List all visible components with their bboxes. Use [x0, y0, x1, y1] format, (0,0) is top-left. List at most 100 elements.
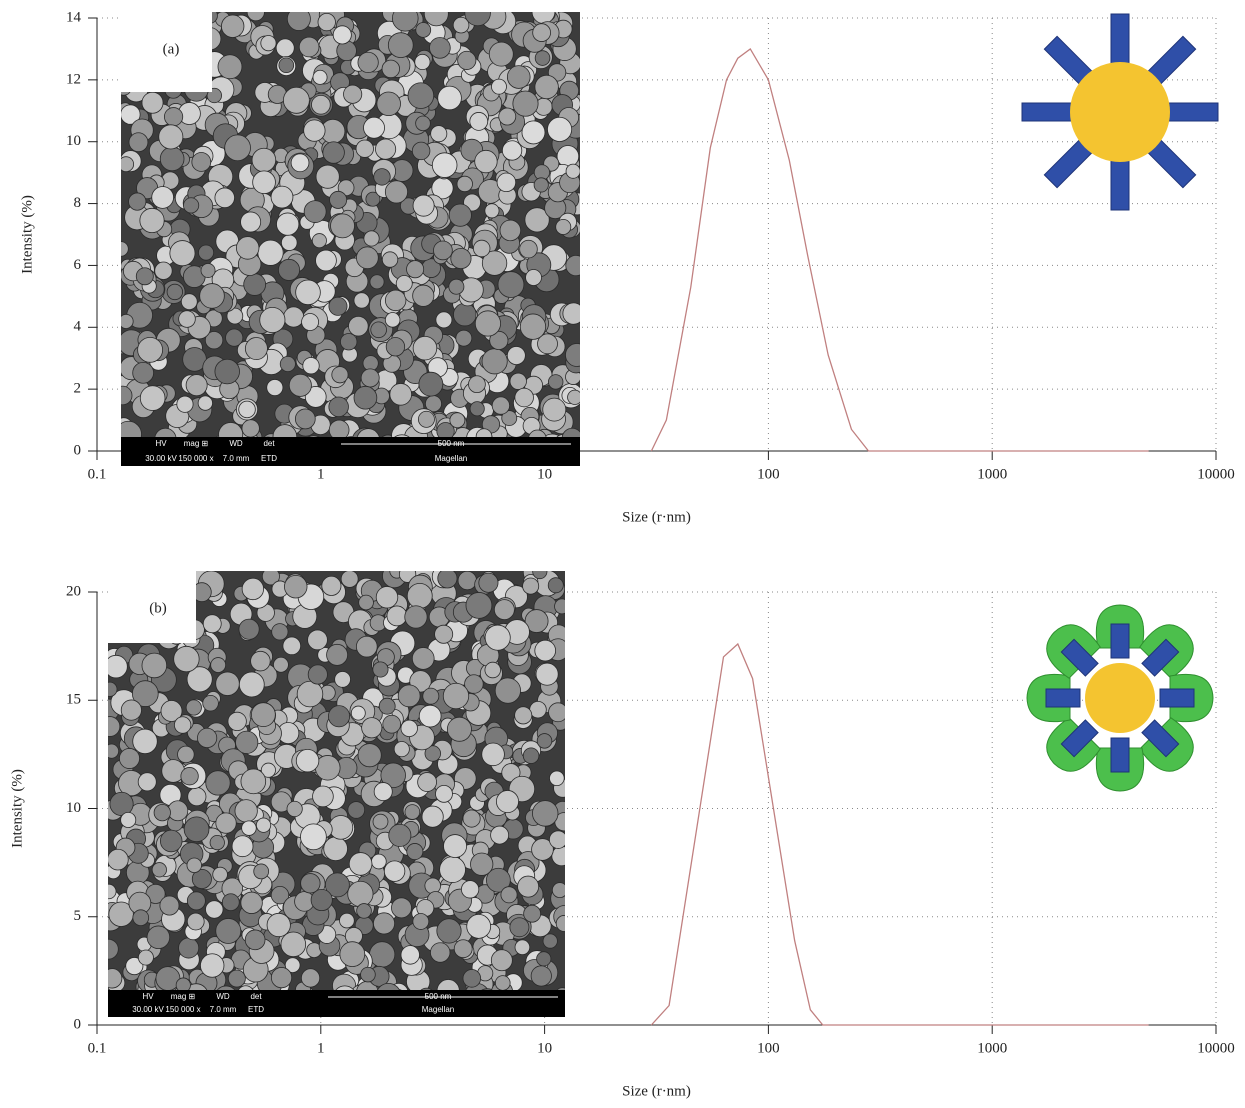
sem-grain [383, 715, 401, 733]
sem-grain [463, 810, 480, 827]
sem-grain [140, 386, 165, 411]
sem-grain [197, 728, 216, 747]
sem-grain [329, 397, 349, 417]
x-axis-label: Size (r·nm) [622, 1083, 691, 1099]
sem-grain [177, 396, 193, 412]
sem-grain [444, 835, 467, 858]
sem-grain [279, 58, 294, 73]
sem-grain [520, 314, 545, 339]
sem-grain [236, 731, 258, 753]
sem-grain [373, 814, 388, 829]
sem-grain [129, 193, 146, 210]
sem-grain [225, 135, 251, 161]
y-tick-label: 6 [74, 257, 82, 273]
sem-grain [216, 672, 240, 696]
sem-grain [535, 75, 558, 98]
sem-grain [283, 87, 309, 113]
sem-grain [425, 878, 441, 894]
sem-grain [232, 836, 253, 857]
sem-grain [121, 700, 141, 720]
sem-grain [133, 910, 149, 926]
sem-grain [418, 411, 434, 427]
sem-grain [291, 154, 309, 172]
sem-grain [382, 252, 398, 268]
sem-grain [382, 60, 400, 78]
sem-grain [405, 805, 420, 820]
sem-grain [228, 712, 246, 730]
sem-grain [213, 867, 228, 882]
sem-grain [394, 742, 409, 757]
sem-grain [465, 0, 491, 26]
sem-grain [555, 599, 570, 614]
sem-bar-text: 30.00 kV [145, 454, 177, 463]
sem-grain [430, 37, 451, 58]
sem-bar-text: WD [229, 439, 243, 448]
sem-grain [281, 235, 297, 251]
particle-icon [1027, 605, 1213, 791]
sem-grain [348, 881, 373, 906]
sem-grain [239, 619, 259, 639]
sem-grain [119, 157, 134, 172]
sem-grain [295, 409, 315, 429]
sem-grain [313, 70, 327, 84]
sem-grain [222, 894, 239, 911]
sem-grain [216, 813, 236, 833]
sem-grain [206, 771, 230, 795]
sem-grain [386, 338, 404, 356]
sem-grain [215, 359, 240, 384]
sem-grain [565, 344, 588, 367]
sem-grain [369, 942, 394, 967]
sem-grain [556, 219, 571, 234]
sem-grain [491, 79, 506, 94]
y-axis-label: Intensity (%) [19, 195, 35, 274]
sem-grain [376, 586, 398, 608]
sem-grain [313, 786, 334, 807]
sem-grain [520, 240, 538, 258]
sem-grain [566, 164, 580, 178]
sem-grain [424, 2, 448, 26]
sem-grain [140, 208, 164, 232]
sem-grain [533, 24, 551, 42]
sem-grain [431, 126, 447, 142]
sem-grain [100, 717, 120, 737]
sem-bar: HVmag ⊞WDdet500 nm30.00 kV150 000 x7.0 m… [121, 437, 580, 466]
figure: 0.111010010001000002468101214(a)HVmag ⊞W… [0, 0, 1245, 1108]
sem-grain [401, 946, 420, 965]
sem-grain [435, 785, 452, 802]
sem-grain [133, 729, 158, 754]
sem-grain [183, 198, 198, 213]
sem-grain [463, 970, 481, 988]
sem-grain [102, 969, 121, 988]
sem-bar-text: 7.0 mm [223, 454, 250, 463]
sem-grain [375, 139, 395, 159]
sem-grain [430, 943, 450, 963]
sem-grain [513, 91, 538, 116]
sem-grain [271, 186, 293, 208]
sem-grain [188, 788, 206, 806]
sem-bar-text: 7.0 mm [210, 1005, 237, 1014]
sem-grain [147, 926, 170, 949]
sem-grain [296, 280, 321, 305]
sem-grain [388, 33, 413, 58]
sem-grain [186, 375, 207, 396]
sem-grain [413, 336, 437, 360]
sem-grain [312, 234, 326, 248]
ligand [1111, 738, 1129, 772]
sem-grain [276, 39, 294, 57]
sem-grain [260, 307, 285, 332]
sem-grain [526, 270, 542, 286]
sem-grain [458, 51, 476, 69]
sem-grain [340, 333, 357, 350]
x-tick-label: 10000 [1197, 1040, 1235, 1056]
sem-bar-text: 30.00 kV [132, 1005, 164, 1014]
sem-grain [301, 969, 319, 987]
sem-grain [510, 918, 529, 937]
sem-grain [211, 658, 226, 673]
sem-grain [333, 26, 351, 44]
x-tick-label: 100 [757, 466, 780, 482]
sem-grain [354, 293, 369, 308]
sem-grain [102, 884, 117, 899]
sem-grain [467, 914, 491, 938]
sem-grain [535, 640, 556, 661]
sem-grain [432, 153, 457, 178]
